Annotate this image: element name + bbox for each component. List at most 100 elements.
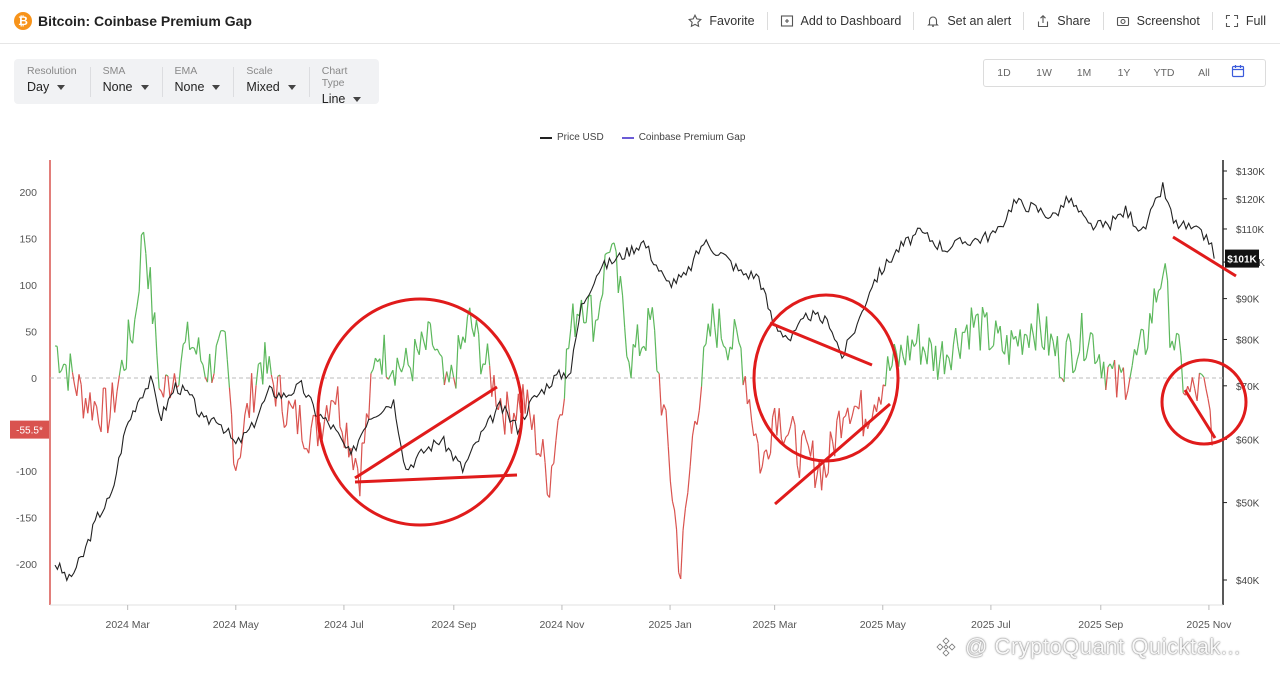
fullscreen-button[interactable]: Full [1213, 10, 1266, 32]
y-tick-label-right: $60K [1236, 435, 1260, 446]
add-dashboard-button[interactable]: Add to Dashboard [768, 10, 914, 32]
premium-gap-segment [1087, 332, 1092, 346]
premium-gap-segment [310, 415, 314, 429]
y-tick-label-left: -100 [16, 466, 37, 478]
x-tick-label: 2025 Sep [1078, 619, 1123, 631]
premium-gap-segment [123, 368, 127, 372]
premium-gap-segment [89, 392, 93, 421]
premium-gap-segment [528, 412, 533, 430]
annotation-line [354, 385, 498, 480]
premium-gap-segment [224, 331, 228, 360]
premium-gap-segment [805, 439, 809, 446]
premium-gap-segment [508, 411, 513, 434]
premium-gap-segment [665, 410, 669, 447]
premium-gap-segment [928, 337, 932, 345]
premium-gap-segment [1209, 410, 1213, 446]
premium-gap-segment [450, 364, 455, 378]
premium-gap-segment [510, 412, 515, 434]
premium-gap-segment [283, 424, 287, 428]
legend-swatch [621, 136, 634, 139]
premium-gap-segment [807, 445, 812, 457]
add-dashboard-label: Add to Dashboard [800, 14, 902, 28]
favorite-button[interactable]: Favorite [676, 10, 766, 32]
premium-gap-segment [339, 426, 343, 433]
premium-gap-segment [1136, 342, 1140, 356]
premium-gap-segment [651, 307, 656, 331]
premium-gap-segment [56, 346, 60, 374]
premium-gap-segment [1158, 288, 1162, 292]
premium-gap-segment [239, 439, 244, 458]
premium-gap-segment [524, 389, 528, 414]
fullscreen-icon [1225, 14, 1239, 28]
calendar-icon [1231, 64, 1245, 83]
premium-gap-segment [950, 344, 955, 371]
range-1w-button[interactable]: 1W [1036, 67, 1052, 79]
premium-gap-segment [116, 375, 120, 392]
premium-gap-segment [443, 371, 448, 386]
premium-gap-segment [1004, 335, 1008, 355]
premium-gap-segment [617, 276, 622, 293]
y-tick-label-right: $120K [1236, 195, 1265, 206]
y-tick-label-right: $130K [1236, 167, 1265, 178]
calendar-button[interactable] [1224, 64, 1252, 83]
premium-gap-segment [1140, 328, 1144, 331]
share-button[interactable]: Share [1024, 10, 1102, 32]
premium-gap-segment [288, 400, 292, 406]
premium-gap-segment [1189, 377, 1193, 393]
premium-gap-segment [840, 417, 844, 439]
premium-gap-segment [262, 342, 266, 385]
premium-gap-segment [195, 337, 200, 355]
premium-gap-segment [180, 344, 184, 363]
premium-gap-segment [825, 472, 829, 478]
x-tick-label: 2025 Jul [971, 619, 1011, 631]
range-all-button[interactable]: All [1198, 67, 1210, 79]
chart-legend: Price USD Coinbase Premium Gap [540, 132, 763, 143]
set-alert-button[interactable]: Set an alert [914, 10, 1023, 32]
premium-gap-segment [849, 415, 853, 425]
y-tick-label-right: $50K [1236, 499, 1260, 510]
premium-gap-segment [1035, 303, 1039, 351]
premium-gap-segment [900, 344, 904, 357]
y-tick-label-right: $90K [1236, 295, 1260, 306]
premium-gap-segment [200, 360, 204, 366]
premium-gap-segment [595, 318, 599, 321]
y-tick-label-left: 150 [19, 234, 37, 246]
legend-item-premium-gap[interactable]: Coinbase Premium Gap [621, 132, 745, 143]
premium-gap-segment [604, 252, 608, 256]
page-title: Bitcoin: Coinbase Premium Gap [38, 13, 252, 29]
ema-select[interactable]: EMA None [161, 59, 234, 104]
screenshot-button[interactable]: Screenshot [1104, 10, 1212, 32]
premium-gap-segment [1006, 335, 1010, 365]
legend-swatch [540, 136, 552, 139]
chart-series [54, 182, 1215, 582]
chart-type-select[interactable]: Chart Type Line [308, 59, 379, 106]
range-1m-button[interactable]: 1M [1076, 67, 1092, 79]
resolution-select[interactable]: Resolution Day [14, 59, 90, 104]
premium-gap-segment [211, 373, 215, 384]
premium-gap-segment [1103, 361, 1107, 390]
premium-gap-segment [268, 356, 272, 375]
range-ytd-button[interactable]: YTD [1153, 67, 1175, 79]
sma-select[interactable]: SMA None [89, 59, 162, 104]
legend-item-price[interactable]: Price USD [540, 132, 604, 143]
current-price-badge [1225, 249, 1259, 268]
premium-gap-segment [1028, 323, 1032, 348]
range-1y-button[interactable]: 1Y [1117, 67, 1131, 79]
premium-gap-segment [669, 480, 674, 502]
range-1d-button[interactable]: 1D [997, 67, 1011, 79]
premium-gap-segment [167, 375, 171, 399]
premium-gap-segment [705, 323, 709, 345]
premium-gap-segment [396, 357, 400, 368]
premium-gap-segment [1131, 349, 1136, 366]
scale-select[interactable]: Scale Mixed [233, 59, 308, 104]
premium-gap-segment [1083, 357, 1087, 362]
premium-gap-segment [880, 384, 884, 405]
watermark-text: @ CryptoQuant Quicktak... [965, 634, 1241, 659]
premium-gap-segment [794, 424, 798, 466]
premium-gap-segment [827, 431, 831, 474]
premium-gap-segment [270, 374, 275, 386]
premium-gap-segment [314, 416, 319, 447]
premium-gap-segment [158, 388, 162, 392]
x-tick-label: 2024 Nov [539, 619, 585, 631]
